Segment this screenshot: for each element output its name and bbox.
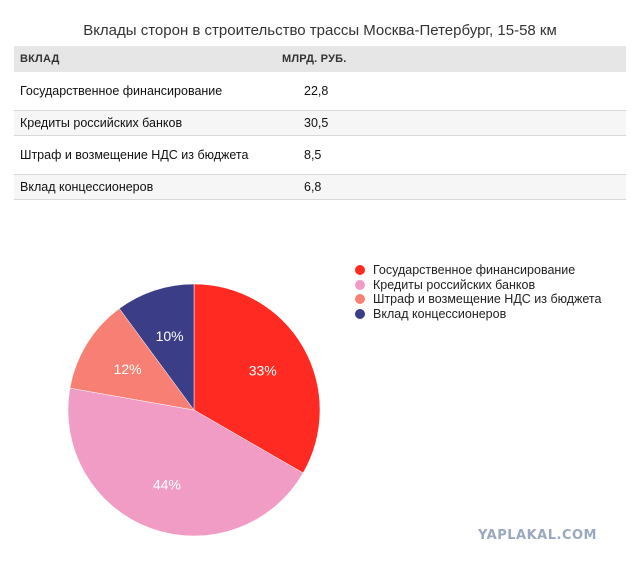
row-name: Кредиты российских банков — [20, 115, 183, 130]
legend-item-2: Штраф и возмещение НДС из бюджета — [355, 292, 601, 307]
pie-slice-2 — [69, 308, 195, 411]
legend-item-0: Государственное финансирование — [355, 263, 601, 278]
table-header: ВКЛАД МЛРД. РУБ. — [14, 46, 626, 72]
legend-label: Государственное финансирование — [373, 263, 576, 278]
table-body: Государственное финансирование 22,8 Кред… — [14, 72, 626, 200]
legend-label: Кредиты российских банков — [373, 277, 536, 292]
page-title: Вклады сторон в строительство трассы Мос… — [83, 22, 557, 39]
pie-slice-label-3: 10% — [156, 328, 184, 344]
table-row: Государственное финансирование 22,8 — [14, 72, 626, 111]
table-row: Штраф и возмещение НДС из бюджета 8,5 — [14, 136, 626, 175]
pie-labels: 33% 44% 12% 10% — [114, 328, 277, 493]
legend-swatch — [355, 294, 365, 305]
legend-swatch — [355, 308, 365, 319]
row-value: 6,8 — [304, 180, 322, 194]
legend-item-3: Вклад концессионеров — [355, 307, 601, 322]
contributions-table: ВКЛАД МЛРД. РУБ. Государственное финанси… — [14, 46, 626, 200]
table-row: Вклад концессионеров 6,8 — [14, 175, 626, 200]
pie-slice-0 — [193, 283, 321, 474]
legend-label: Вклад концессионеров — [373, 306, 507, 321]
legend-swatch — [355, 279, 365, 290]
row-value: 22,8 — [304, 84, 329, 98]
pie-slice-label-0: 33% — [249, 362, 277, 378]
header-amount: МЛРД. РУБ. — [282, 53, 347, 65]
row-name: Вклад концессионеров — [20, 179, 154, 194]
table-row: Кредиты российских банков 30,5 — [14, 111, 626, 136]
watermark-logo: YAPLAKAL.COM — [478, 528, 597, 543]
legend-swatch — [355, 265, 365, 276]
pie-slices — [67, 283, 321, 537]
chart-legend: Государственное финансирование Кредиты ро… — [355, 263, 601, 321]
row-name: Государственное финансирование — [20, 83, 223, 98]
pie-slice-1 — [67, 387, 304, 537]
row-name: Штраф и возмещение НДС из бюджета — [20, 147, 249, 162]
row-value: 30,5 — [304, 116, 329, 130]
header-contribution: ВКЛАД — [20, 53, 60, 65]
legend-label: Штраф и возмещение НДС из бюджета — [373, 292, 602, 307]
pie-slice-label-2: 12% — [114, 361, 142, 377]
legend-item-1: Кредиты российских банков — [355, 278, 601, 293]
row-value: 8,5 — [304, 148, 322, 162]
pie-slice-3 — [118, 283, 195, 411]
pie-slice-label-1: 44% — [153, 477, 181, 493]
